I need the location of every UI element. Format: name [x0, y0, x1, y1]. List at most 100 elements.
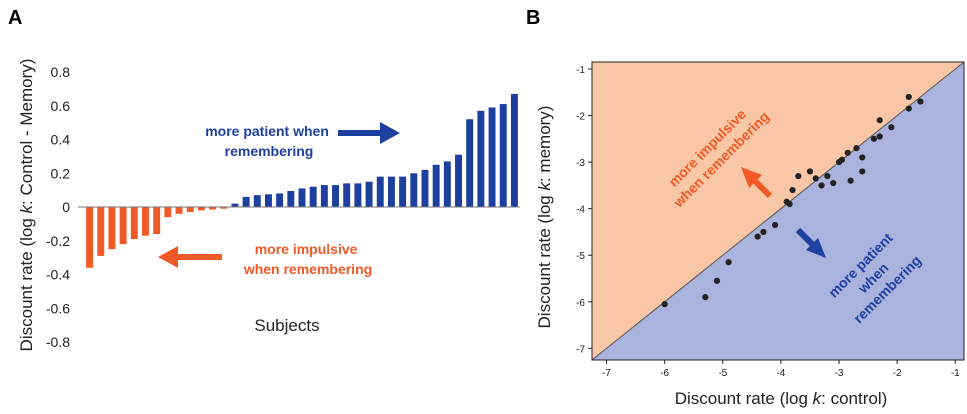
bar — [310, 187, 317, 207]
bar — [410, 173, 417, 207]
scatter-point — [807, 168, 813, 174]
panel-label-a: A — [8, 7, 22, 29]
bar — [142, 207, 149, 236]
bar — [455, 155, 462, 207]
bar — [354, 183, 361, 207]
scatter-point — [725, 259, 731, 265]
bar — [511, 94, 518, 207]
panel-b-y-tick-label: -6 — [576, 298, 585, 309]
panel-a-y-axis-title: Discount rate (log k: Control - Memory) — [17, 59, 36, 352]
bar — [500, 104, 507, 207]
panel-b-y-tick-label: -1 — [576, 65, 585, 76]
panel-a-patient-annotation: more patient when remembering — [205, 122, 400, 159]
panel-a-y-ticks: 0.8 0.6 0.4 0.2 0 -0.2 -0.4 -0.6 -0.8 — [46, 64, 70, 350]
panel-b-x-tick-label: -7 — [602, 368, 611, 379]
scatter-point — [871, 136, 877, 142]
panel-b-scatter-plot: -7 -6 -5 -4 -3 -2 -1 -7 -6 -5 -4 -3 -2 -1 Discount r… — [535, 62, 964, 408]
bar — [287, 191, 294, 207]
bar — [422, 170, 429, 207]
scatter-point — [848, 178, 854, 184]
bar — [243, 197, 250, 207]
panel-b-y-tick-label: -5 — [576, 251, 585, 262]
scatter-point — [859, 154, 865, 160]
panel-a-y-tick-label: -0.2 — [46, 233, 70, 249]
scatter-point — [839, 157, 845, 163]
bar — [187, 207, 194, 212]
bar — [176, 207, 183, 214]
bar — [164, 207, 171, 217]
bar — [198, 207, 205, 210]
bar — [466, 119, 473, 207]
scatter-point — [877, 117, 883, 123]
bar — [97, 207, 104, 256]
scatter-point — [818, 182, 824, 188]
panel-b-x-tick-label: -5 — [718, 368, 727, 379]
bar — [477, 111, 484, 207]
scatter-point — [787, 201, 793, 207]
panel-b-x-tick-label: -1 — [951, 368, 960, 379]
panel-a-y-tick-label: 0.6 — [51, 98, 71, 114]
scatter-point — [702, 294, 708, 300]
scatter-point — [755, 234, 761, 240]
panel-b-y-tick-label: -2 — [576, 112, 585, 123]
bar — [86, 207, 93, 268]
scatter-point — [714, 278, 720, 284]
panel-b-x-tick-label: -4 — [776, 368, 785, 379]
bar — [276, 194, 283, 208]
bar — [299, 188, 306, 207]
panel-a-impulsive-annotation: more impulsive when remembering — [158, 241, 372, 277]
scatter-point — [760, 229, 766, 235]
scatter-point — [824, 173, 830, 179]
scatter-point — [845, 150, 851, 156]
bar — [265, 194, 272, 207]
panel-b-x-tick-label: -6 — [660, 368, 669, 379]
panel-b-x-axis-title: Discount rate (log k: control) — [675, 389, 888, 408]
bar — [388, 177, 395, 207]
panel-b-y-tick-label: -7 — [576, 344, 585, 355]
panel-a-y-tick-label: 0 — [62, 199, 70, 215]
panel-b-y-tick-label: -3 — [576, 158, 585, 169]
scatter-point — [813, 175, 819, 181]
panel-a-y-tick-label: 0.2 — [51, 165, 71, 181]
panel-label-b: B — [526, 7, 540, 29]
scatter-point — [859, 168, 865, 174]
scatter-point — [830, 180, 836, 186]
bar — [254, 195, 261, 207]
scatter-point — [906, 94, 912, 100]
impulsive-annotation-text: more impulsive when remembering — [243, 241, 372, 277]
panel-a-y-tick-label: -0.4 — [46, 267, 70, 283]
bar — [433, 165, 440, 207]
panel-a-x-axis-title: Subjects — [254, 316, 319, 335]
bar — [377, 177, 384, 207]
scatter-point — [917, 98, 923, 104]
scatter-point — [662, 301, 668, 307]
bar — [366, 182, 373, 207]
panel-a-y-tick-label: 0.4 — [51, 132, 71, 148]
scatter-point — [853, 145, 859, 151]
bar — [108, 207, 115, 249]
scatter-point — [877, 133, 883, 139]
bar — [332, 185, 339, 207]
bar — [343, 183, 350, 207]
bar — [399, 177, 406, 207]
bar — [489, 107, 496, 207]
panel-b-y-tick-label: -4 — [576, 205, 585, 216]
patient-annotation-text: more patient when remembering — [205, 123, 333, 159]
bar — [120, 207, 127, 244]
bar — [444, 161, 451, 207]
panel-b-x-ticks: -7 -6 -5 -4 -3 -2 -1 — [602, 360, 960, 379]
scatter-point — [789, 187, 795, 193]
panel-a-y-tick-label: -0.8 — [46, 334, 70, 350]
scatter-point — [888, 124, 894, 130]
arrow-left-icon — [158, 246, 222, 268]
panel-a-bar-chart: 0.8 0.6 0.4 0.2 0 -0.2 -0.4 -0.6 -0.8 Discount r… — [17, 59, 520, 352]
bar — [131, 207, 138, 239]
scatter-point — [772, 222, 778, 228]
bar — [153, 207, 160, 234]
scatter-point — [795, 173, 801, 179]
bar — [321, 185, 328, 207]
panel-b-y-axis-title: Discount rate (log k: memory) — [535, 106, 554, 329]
panel-a-y-tick-label: -0.6 — [46, 300, 70, 316]
panel-a-y-tick-label: 0.8 — [51, 64, 71, 80]
